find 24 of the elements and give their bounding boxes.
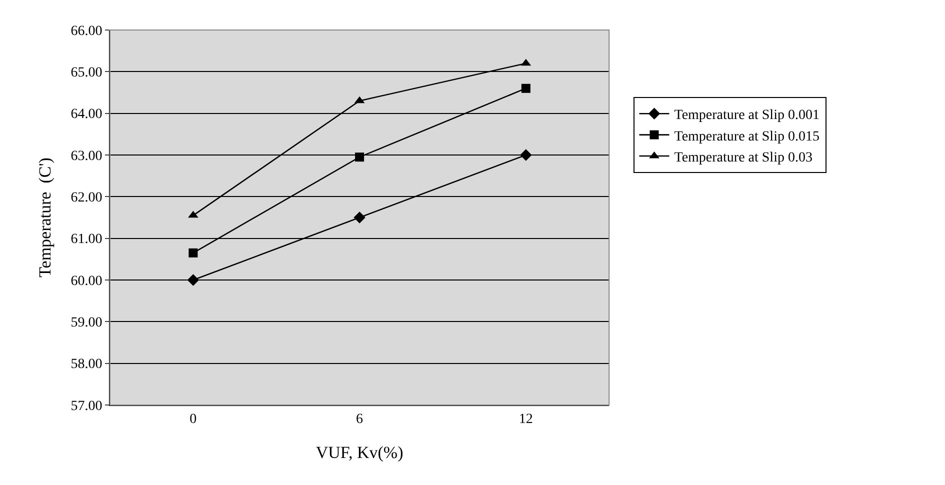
point [187, 274, 200, 286]
point [520, 149, 532, 161]
point [355, 152, 364, 162]
x-tick-label: 12 [518, 412, 533, 427]
y-tick-label: 60.00 [70, 274, 102, 289]
legend-label: Temperature at Slip 0.001 [674, 108, 820, 124]
y-tick-label: 58.00 [70, 357, 102, 372]
y-tick-label: 61.00 [70, 232, 102, 248]
point [354, 212, 366, 224]
y-axis-title: Temperature (C') [35, 158, 54, 278]
y-tick-label: 57.00 [70, 398, 102, 414]
point [521, 84, 530, 93]
x-tick-label: 6 [356, 412, 364, 427]
x-tick-label: 0 [190, 412, 197, 427]
point [188, 248, 198, 258]
y-tick-label: 59.00 [70, 316, 102, 331]
y-tick-label: 64.00 [70, 107, 102, 122]
legend-label: Temperature at Slip 0.03 [674, 150, 812, 166]
y-tick-label: 65.00 [70, 66, 102, 81]
legend-label: Temperature at Slip 0.015 [674, 129, 820, 144]
y-tick-label: 62.00 [70, 190, 102, 206]
y-tick-label: 66.00 [70, 24, 102, 39]
x-axis-title: VUF, Kv(%) [316, 443, 404, 462]
y-tick-label: 63.00 [70, 148, 102, 164]
